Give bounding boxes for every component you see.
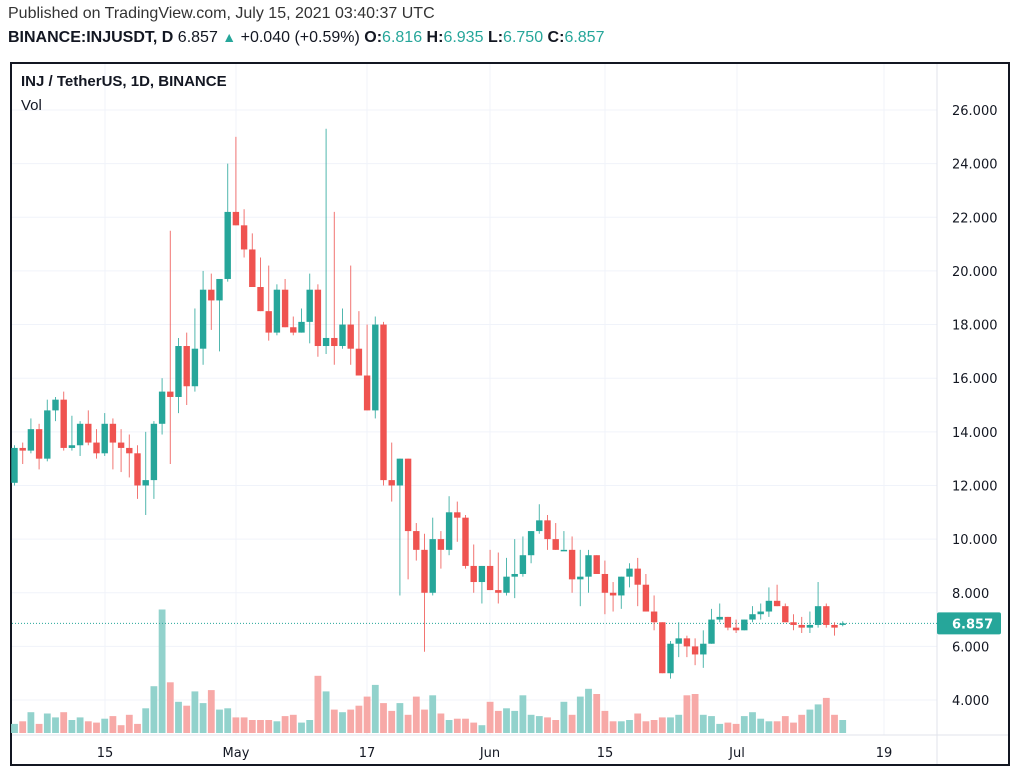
up-arrow-icon: ▲ — [222, 29, 237, 45]
svg-text:19: 19 — [876, 746, 893, 761]
svg-text:10.000: 10.000 — [952, 533, 998, 548]
svg-text:12.000: 12.000 — [952, 479, 998, 494]
svg-text:Jun: Jun — [479, 746, 500, 761]
last-price-label: 6.857 — [937, 612, 1001, 635]
svg-text:4.000: 4.000 — [952, 694, 989, 709]
svg-text:15: 15 — [597, 746, 614, 761]
chart-legend-title: INJ / TetherUS, 1D, BINANCE — [21, 73, 227, 90]
open-value: 6.816 — [382, 29, 423, 46]
svg-text:22.000: 22.000 — [952, 211, 998, 226]
grid — [12, 64, 937, 735]
high-label: H: — [426, 29, 444, 46]
open-label: O: — [364, 29, 383, 46]
close-value: 6.857 — [564, 29, 605, 46]
svg-text:24.000: 24.000 — [952, 158, 998, 173]
symbol-quote-line: BINANCE:INJUSDT, D 6.857 ▲ +0.040 (+0.59… — [8, 29, 604, 47]
svg-text:14.000: 14.000 — [952, 426, 998, 441]
volume-bars — [11, 609, 847, 733]
svg-text:17: 17 — [359, 746, 376, 761]
time-axis[interactable]: 15 May 17 Jun 15 Jul 19 — [97, 746, 893, 761]
symbol-name: BINANCE:INJUSDT, D — [8, 29, 174, 46]
close-label: C: — [547, 29, 565, 46]
low-value: 6.750 — [503, 29, 544, 46]
low-label: L: — [487, 29, 504, 46]
candles — [11, 128, 846, 679]
svg-text:26.000: 26.000 — [952, 104, 998, 119]
price-change: +0.040 (+0.59%) — [240, 29, 360, 46]
svg-text:8.000: 8.000 — [952, 587, 989, 602]
svg-text:6.857: 6.857 — [952, 617, 993, 632]
published-info: Published on TradingView.com, July 15, 2… — [8, 5, 435, 22]
svg-text:16.000: 16.000 — [952, 372, 998, 387]
svg-text:May: May — [223, 746, 250, 761]
svg-text:18.000: 18.000 — [952, 319, 998, 334]
svg-text:15: 15 — [97, 746, 114, 761]
volume-legend: Vol — [21, 97, 42, 114]
svg-text:Jul: Jul — [728, 746, 745, 761]
high-value: 6.935 — [443, 29, 484, 46]
price-axis[interactable]: 26.000 24.000 22.000 20.000 18.000 16.000 14.0… — [952, 104, 998, 709]
last-price: 6.857 — [177, 29, 218, 46]
svg-text:6.000: 6.000 — [952, 640, 989, 655]
chart-frame[interactable] — [10, 62, 1010, 766]
svg-text:20.000: 20.000 — [952, 265, 998, 280]
